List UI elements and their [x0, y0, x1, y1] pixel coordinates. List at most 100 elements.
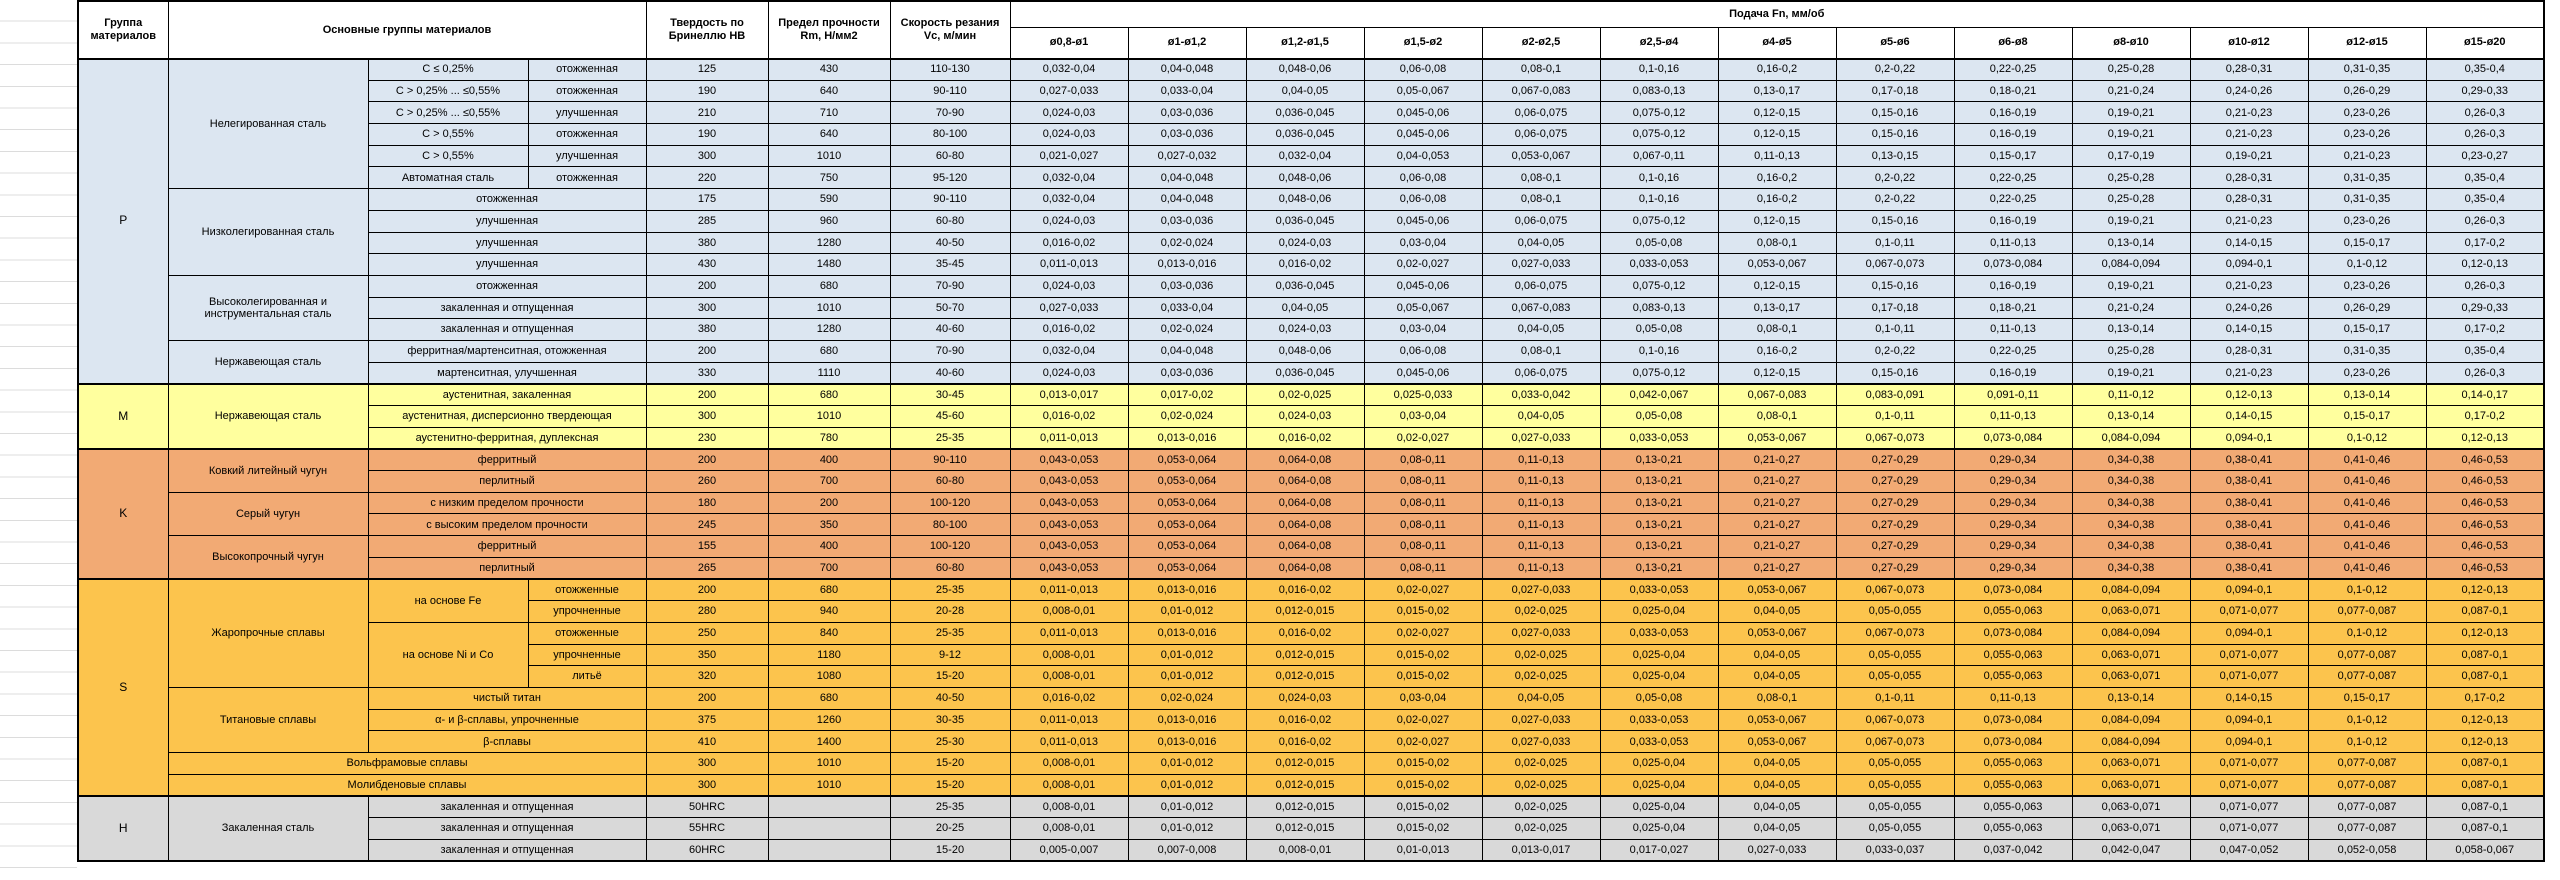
feed-cell[interactable]: 0,29-0,34	[1953, 556, 2073, 580]
feed-cell[interactable]: 0,094-0,1	[2189, 708, 2309, 732]
feed-cell[interactable]: 0,38-0,41	[2189, 470, 2309, 493]
feed-cell[interactable]: 0,067-0,073	[1835, 621, 1955, 645]
feed-cell[interactable]: 0,27-0,29	[1835, 513, 1955, 537]
feed-cell[interactable]: 0,18-0,21	[1953, 296, 2073, 320]
feed-cell[interactable]: 0,16-0,19	[1953, 123, 2073, 146]
feed-cell[interactable]: 0,027-0,033	[1481, 426, 1601, 450]
description-cell[interactable]: отожженная	[367, 274, 647, 298]
feed-cell[interactable]: 0,067-0,11	[1599, 144, 1719, 168]
feed-cell[interactable]: 0,35-0,4	[2425, 188, 2545, 211]
feed-cell[interactable]: 0,41-0,46	[2307, 470, 2427, 493]
feed-cell[interactable]: 0,12-0,13	[2425, 730, 2545, 753]
description-cell[interactable]: ферритная/мартенситная, отожженная	[367, 339, 647, 363]
feed-cell[interactable]: 0,087-0,1	[2425, 794, 2545, 819]
feed-cell[interactable]: 0,41-0,46	[2307, 491, 2427, 515]
feed-cell[interactable]: 0,15-0,17	[2307, 231, 2427, 255]
feed-cell[interactable]: 0,08-0,11	[1363, 535, 1483, 558]
description-cell[interactable]: β-сплавы	[367, 730, 647, 753]
feed-cell[interactable]: 0,064-0,08	[1245, 447, 1365, 472]
value-cell[interactable]: 375	[645, 708, 769, 732]
value-cell[interactable]: 20-25	[889, 817, 1011, 840]
feed-cell[interactable]: 0,008-0,01	[1245, 838, 1365, 862]
feed-cell[interactable]: 0,02-0,027	[1363, 426, 1483, 450]
feed-cell[interactable]: 0,05-0,067	[1363, 296, 1483, 320]
feed-cell[interactable]: 0,26-0,3	[2425, 274, 2545, 298]
value-cell[interactable]: 245	[645, 513, 769, 537]
description-cell[interactable]: отожженные	[527, 621, 647, 645]
value-cell[interactable]: 300	[645, 752, 769, 775]
feed-cell[interactable]: 0,077-0,087	[2307, 817, 2427, 840]
value-cell[interactable]: 1400	[767, 730, 891, 753]
feed-cell[interactable]: 0,037-0,042	[1953, 838, 2073, 862]
value-cell[interactable]: 60-80	[889, 470, 1011, 493]
feed-cell[interactable]: 0,043-0,053	[1009, 491, 1129, 515]
feed-cell[interactable]: 0,008-0,01	[1009, 643, 1129, 667]
feed-cell[interactable]: 0,34-0,38	[2071, 470, 2191, 493]
feed-cell[interactable]: 0,41-0,46	[2307, 513, 2427, 537]
group-cell[interactable]: P	[77, 57, 169, 385]
feed-cell[interactable]: 0,14-0,15	[2189, 405, 2309, 428]
value-cell[interactable]: 1010	[767, 296, 891, 320]
feed-cell[interactable]: 0,27-0,29	[1835, 535, 1955, 558]
feed-cell[interactable]: 0,46-0,53	[2425, 513, 2545, 537]
feed-cell[interactable]: 0,12-0,13	[2425, 578, 2545, 602]
value-cell[interactable]: 50HRC	[645, 794, 769, 819]
value-cell[interactable]: 20-28	[889, 600, 1011, 623]
feed-cell[interactable]: 0,27-0,29	[1835, 556, 1955, 580]
feed-cell[interactable]: 0,02-0,024	[1127, 318, 1247, 341]
feed-cell[interactable]: 0,016-0,02	[1245, 253, 1365, 276]
description-cell[interactable]: улучшенная	[527, 144, 647, 168]
feed-cell[interactable]: 0,13-0,14	[2071, 405, 2191, 428]
feed-cell[interactable]: 0,23-0,26	[2307, 209, 2427, 233]
feed-cell[interactable]: 0,19-0,21	[2071, 274, 2191, 298]
value-cell[interactable]: 35-45	[889, 253, 1011, 276]
feed-cell[interactable]: 0,048-0,06	[1245, 188, 1365, 211]
header-feed-range[interactable]: ø1-ø1,2	[1127, 26, 1247, 60]
feed-cell[interactable]: 0,1-0,11	[1835, 405, 1955, 428]
feed-cell[interactable]: 0,02-0,025	[1245, 382, 1365, 406]
feed-cell[interactable]: 0,055-0,063	[1953, 773, 2073, 797]
value-cell[interactable]: 50-70	[889, 296, 1011, 320]
feed-cell[interactable]: 0,077-0,087	[2307, 665, 2427, 688]
description-cell[interactable]: улучшенная	[367, 209, 647, 233]
feed-cell[interactable]: 0,02-0,025	[1481, 665, 1601, 688]
value-cell[interactable]	[767, 817, 891, 840]
feed-cell[interactable]: 0,21-0,27	[1717, 491, 1837, 515]
family-cell[interactable]: Нержавеющая сталь	[167, 339, 369, 385]
feed-cell[interactable]: 0,084-0,094	[2071, 730, 2191, 753]
feed-cell[interactable]: 0,04-0,048	[1127, 188, 1247, 211]
feed-cell[interactable]: 0,23-0,26	[2307, 123, 2427, 146]
feed-cell[interactable]: 0,04-0,05	[1717, 752, 1837, 775]
feed-cell[interactable]: 0,064-0,08	[1245, 535, 1365, 558]
feed-cell[interactable]: 0,077-0,087	[2307, 600, 2427, 623]
feed-cell[interactable]: 0,22-0,25	[1953, 57, 2073, 81]
feed-cell[interactable]: 0,1-0,16	[1599, 57, 1719, 81]
description-cell[interactable]: C > 0,25% ... ≤0,55%	[367, 101, 529, 125]
feed-cell[interactable]: 0,13-0,21	[1599, 513, 1719, 537]
feed-cell[interactable]: 0,02-0,027	[1363, 253, 1483, 276]
group-cell[interactable]: M	[77, 382, 169, 450]
feed-cell[interactable]: 0,077-0,087	[2307, 643, 2427, 667]
feed-cell[interactable]: 0,016-0,02	[1009, 405, 1129, 428]
value-cell[interactable]: 60-80	[889, 556, 1011, 580]
header-feed-range[interactable]: ø2,5-ø4	[1599, 26, 1719, 60]
feed-cell[interactable]: 0,46-0,53	[2425, 470, 2545, 493]
value-cell[interactable]: 100-120	[889, 535, 1011, 558]
value-cell[interactable]: 200	[767, 491, 891, 515]
value-cell[interactable]: 190	[645, 79, 769, 103]
feed-cell[interactable]: 0,23-0,26	[2307, 274, 2427, 298]
feed-cell[interactable]: 0,1-0,12	[2307, 708, 2427, 732]
feed-cell[interactable]: 0,027-0,033	[1481, 621, 1601, 645]
description-cell[interactable]: закаленная и отпущенная	[367, 838, 647, 862]
feed-cell[interactable]: 0,013-0,016	[1127, 578, 1247, 602]
family-cell[interactable]: Титановые сплавы	[167, 686, 369, 754]
family-cell[interactable]: Ковкий литейный чугун	[167, 447, 369, 493]
feed-cell[interactable]: 0,03-0,036	[1127, 101, 1247, 125]
description-cell[interactable]: ферритный	[367, 447, 647, 472]
feed-cell[interactable]: 0,025-0,04	[1599, 773, 1719, 797]
description-cell[interactable]: аустенитно-ферритная, дуплексная	[367, 426, 647, 450]
feed-cell[interactable]: 0,067-0,073	[1835, 426, 1955, 450]
feed-cell[interactable]: 0,29-0,34	[1953, 535, 2073, 558]
feed-cell[interactable]: 0,41-0,46	[2307, 535, 2427, 558]
feed-cell[interactable]: 0,08-0,1	[1481, 166, 1601, 190]
